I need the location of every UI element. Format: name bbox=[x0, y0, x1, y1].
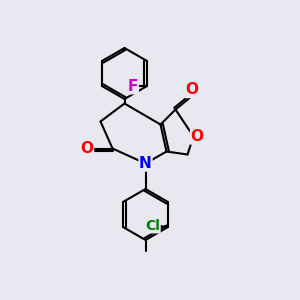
Text: O: O bbox=[190, 129, 204, 144]
Text: Cl: Cl bbox=[145, 219, 160, 233]
Text: F: F bbox=[128, 79, 138, 94]
Text: O: O bbox=[80, 141, 94, 156]
Text: N: N bbox=[139, 156, 152, 171]
Text: O: O bbox=[185, 82, 199, 98]
